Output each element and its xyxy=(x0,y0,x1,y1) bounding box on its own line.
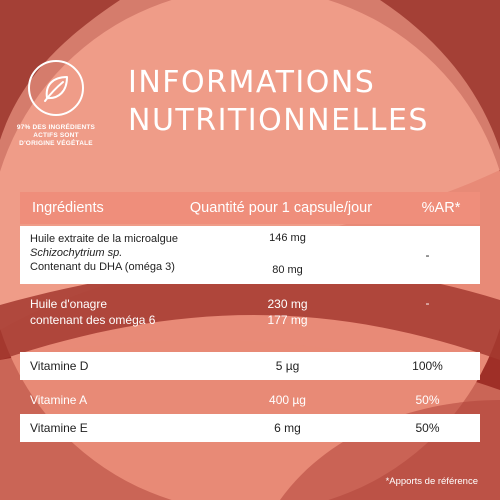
ar-cell: - xyxy=(425,248,430,262)
ar-cell: 50% xyxy=(415,421,440,435)
ingredient-cell: Vitamine D xyxy=(30,359,89,373)
badge-text: 97% DES INGRÉDIENTS ACTIFS SONT D'ORIGIN… xyxy=(14,124,98,148)
table-row: Vitamine D 5 µg 100% xyxy=(20,352,480,380)
header-ar: %AR* xyxy=(421,200,461,216)
table-row: Vitamine A 400 µg 50% xyxy=(20,386,480,414)
nutrition-table: Ingrédients Quantité pour 1 capsule/jour… xyxy=(20,192,480,442)
footnote: *Apports de référence xyxy=(385,476,478,487)
quantity-cell: 5 µg xyxy=(275,359,300,373)
quantity-value: 230 mg xyxy=(267,297,308,311)
title-line-2: NUTRITIONNELLES xyxy=(128,103,429,138)
ar-cell: - xyxy=(425,296,430,310)
ar-cell: 50% xyxy=(415,393,440,407)
ingredient-line: Contenant du DHA (oméga 3) xyxy=(30,261,175,273)
ingredient-line: Huile d'onagre xyxy=(30,297,108,311)
table-row: Huile extraite de la microalgue Schizoch… xyxy=(20,226,480,284)
badge-line-2: ACTIFS SONT xyxy=(33,132,79,139)
table-header: Ingrédients Quantité pour 1 capsule/jour… xyxy=(20,192,480,224)
ingredient-cell: Vitamine A xyxy=(30,393,88,407)
quantity-value: 146 mg xyxy=(269,232,306,244)
page-title: INFORMATIONS NUTRITIONNELLES xyxy=(128,64,428,140)
header-ingredients: Ingrédients xyxy=(32,200,104,216)
ingredient-line: Huile extraite de la microalgue xyxy=(30,233,178,245)
quantity-cell: 230 mg 177 mg xyxy=(200,294,375,344)
badge-line-1: 97% DES INGRÉDIENTS xyxy=(16,124,96,131)
ingredient-cell: Huile extraite de la microalgue Schizoch… xyxy=(20,226,200,284)
quantity-cell: 146 mg 80 mg xyxy=(200,226,375,284)
quantity-cell: 6 mg xyxy=(274,421,301,435)
ingredient-line: Schizochytrium sp. xyxy=(30,247,123,259)
table-row: Huile d'onagre contenant des oméga 6 230… xyxy=(20,294,480,344)
plant-origin-badge: 97% DES INGRÉDIENTS ACTIFS SONT D'ORIGIN… xyxy=(14,60,98,148)
badge-line-3: D'ORIGINE VÉGÉTALE xyxy=(19,140,93,147)
ingredient-cell: Vitamine E xyxy=(30,421,88,435)
ingredient-line: contenant des oméga 6 xyxy=(30,313,156,327)
quantity-value: 80 mg xyxy=(272,264,303,276)
table-row: Vitamine E 6 mg 50% xyxy=(20,414,480,442)
ar-cell: 100% xyxy=(412,359,443,373)
ingredient-cell: Huile d'onagre contenant des oméga 6 xyxy=(20,294,200,344)
quantity-value: 177 mg xyxy=(267,313,308,327)
header-quantity: Quantité pour 1 capsule/jour xyxy=(189,200,373,216)
leaf-icon xyxy=(28,60,84,116)
title-line-1: INFORMATIONS xyxy=(128,65,376,100)
quantity-cell: 400 µg xyxy=(269,393,306,407)
